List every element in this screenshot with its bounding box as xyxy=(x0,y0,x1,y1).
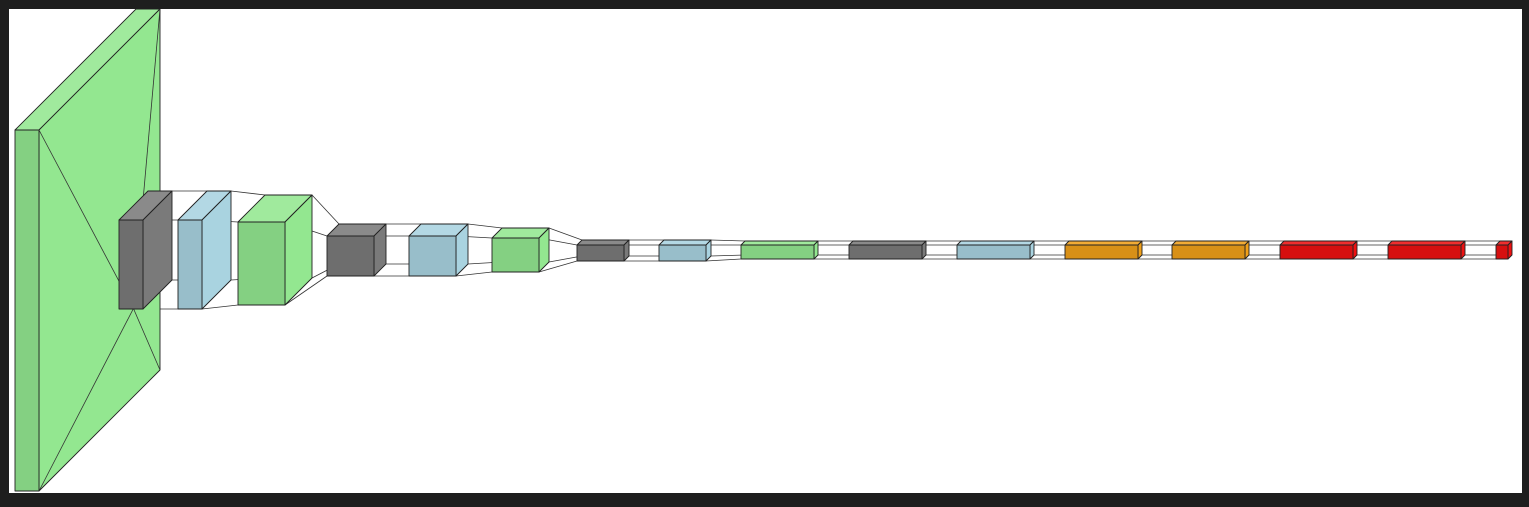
connector-line xyxy=(455,271,493,277)
layer-top-face xyxy=(1279,240,1358,246)
layer-top-face xyxy=(576,239,630,246)
connector-line xyxy=(538,260,578,273)
layer-block-15 xyxy=(1279,240,1358,260)
layer-block-5 xyxy=(326,223,387,277)
layer-block-1 xyxy=(14,9,161,492)
diagram-canvas xyxy=(9,9,1522,493)
layer-block-17 xyxy=(1495,240,1513,260)
network-layer-diagram xyxy=(14,9,1513,492)
layer-front-face xyxy=(326,235,375,277)
layer-front-face xyxy=(14,129,40,492)
connector-line xyxy=(710,254,746,257)
layer-front-face xyxy=(408,235,457,277)
connector-line xyxy=(467,223,503,229)
layer-front-face xyxy=(118,219,144,310)
layer-block-7 xyxy=(491,227,550,273)
layer-block-13 xyxy=(1064,240,1143,260)
layer-edge-line xyxy=(133,308,161,371)
layer-top-face xyxy=(1171,240,1250,246)
connector-line xyxy=(548,227,583,241)
layer-block-6 xyxy=(408,223,469,277)
layer-front-face xyxy=(1495,244,1509,260)
layer-front-face xyxy=(1064,244,1139,260)
layer-block-8 xyxy=(576,239,630,262)
layer-block-12 xyxy=(956,240,1035,260)
layer-block-10 xyxy=(740,240,819,260)
connector-line xyxy=(548,255,583,263)
connector-line xyxy=(201,304,239,310)
layer-front-face xyxy=(1387,244,1462,260)
connector-line xyxy=(705,258,742,262)
layer-front-face xyxy=(956,244,1031,260)
layer-edge-line xyxy=(38,308,134,492)
layer-top-face xyxy=(658,239,712,246)
layer-front-face xyxy=(237,221,286,306)
connector-line xyxy=(311,194,340,225)
layer-block-14 xyxy=(1171,240,1250,260)
layer-block-11 xyxy=(848,240,927,260)
layer-top-face xyxy=(1387,240,1466,246)
layer-edge-line xyxy=(38,129,134,309)
layer-top-face xyxy=(956,240,1035,246)
layer-front-face xyxy=(1279,244,1354,260)
layer-block-9 xyxy=(658,239,712,262)
layer-block-16 xyxy=(1387,240,1466,260)
connector-line xyxy=(230,190,266,196)
layer-front-face xyxy=(1171,244,1246,260)
layer-top-face xyxy=(740,240,819,246)
layer-front-face xyxy=(848,244,923,260)
layer-block-2 xyxy=(118,190,173,310)
layer-front-face xyxy=(177,219,203,310)
layer-top-face xyxy=(848,240,927,246)
layer-blocks xyxy=(14,9,1513,492)
layer-front-face xyxy=(576,244,625,262)
layer-front-face xyxy=(740,244,815,260)
layer-block-4 xyxy=(237,194,313,306)
layer-block-3 xyxy=(177,190,232,310)
connector-line xyxy=(284,275,328,306)
layer-front-face xyxy=(491,237,540,273)
layer-top-face xyxy=(1064,240,1143,246)
connector-line xyxy=(710,239,746,242)
layer-front-face xyxy=(658,244,707,262)
